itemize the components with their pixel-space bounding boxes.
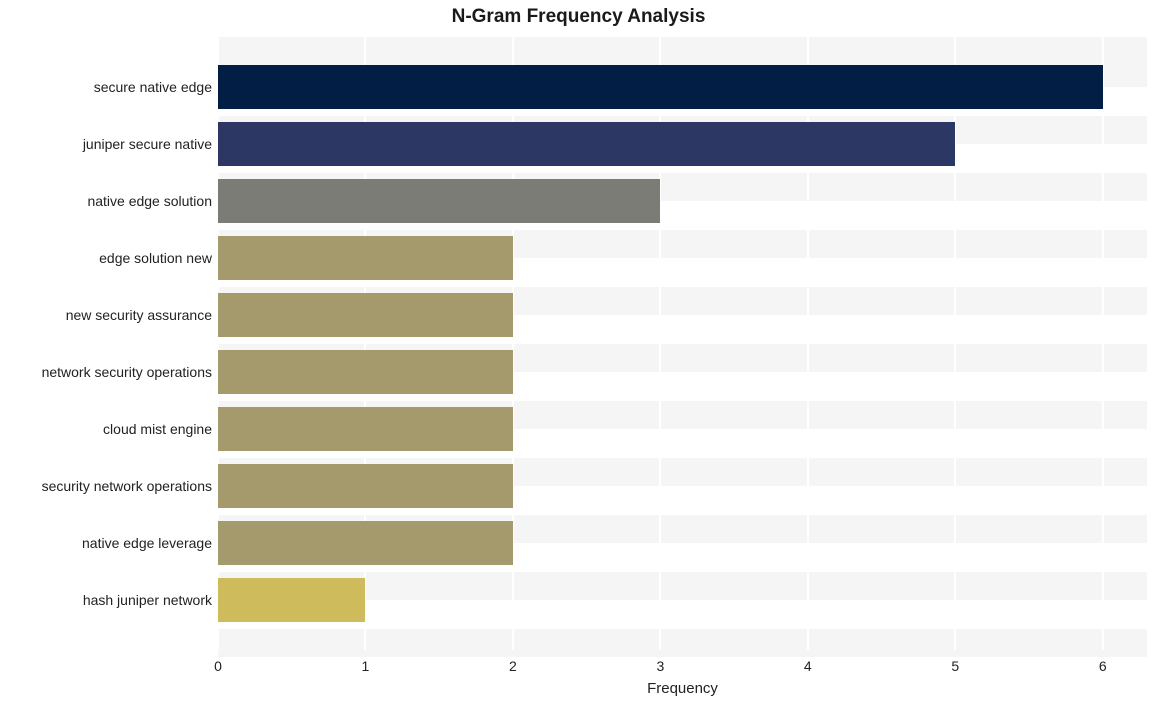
bar xyxy=(218,578,365,622)
grid-line xyxy=(1102,37,1104,650)
bar xyxy=(218,65,1103,109)
x-tick-label: 4 xyxy=(804,658,812,674)
plot-area: Frequency 0123456secure native edgejunip… xyxy=(218,37,1147,650)
bar xyxy=(218,122,955,166)
bg-stripe xyxy=(218,629,1147,658)
bar xyxy=(218,407,513,451)
bar xyxy=(218,521,513,565)
bar xyxy=(218,350,513,394)
bar xyxy=(218,464,513,508)
ngram-bar-chart: N-Gram Frequency Analysis Frequency 0123… xyxy=(0,0,1157,701)
x-axis-label: Frequency xyxy=(218,680,1147,697)
x-tick-label: 2 xyxy=(509,658,517,674)
x-tick-label: 1 xyxy=(362,658,370,674)
x-tick-label: 6 xyxy=(1099,658,1107,674)
bg-stripe xyxy=(218,37,1147,59)
x-tick-label: 3 xyxy=(656,658,664,674)
bar xyxy=(218,293,513,337)
chart-title: N-Gram Frequency Analysis xyxy=(0,6,1157,28)
bar xyxy=(218,179,660,223)
x-tick-label: 5 xyxy=(951,658,959,674)
x-tick-label: 0 xyxy=(214,658,222,674)
bar xyxy=(218,236,513,280)
